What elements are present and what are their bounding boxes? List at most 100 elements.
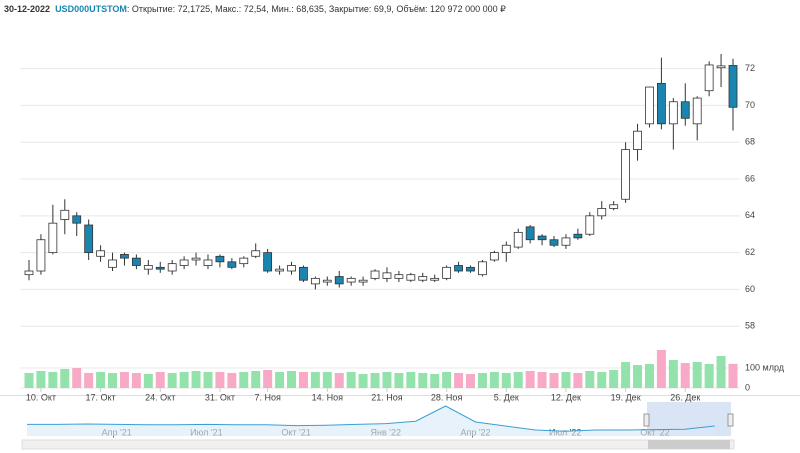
candle-body bbox=[131, 257, 141, 266]
volume-bar bbox=[704, 364, 714, 388]
volume-bar bbox=[668, 360, 678, 388]
candle-body bbox=[322, 279, 332, 283]
navigator-line bbox=[27, 405, 715, 432]
volume-bar bbox=[298, 372, 308, 388]
navigator-handle-left[interactable] bbox=[643, 413, 650, 427]
x-tick-label: 31. Окт bbox=[205, 392, 235, 402]
y-tick-label: 70 bbox=[745, 100, 755, 110]
candle-body bbox=[609, 204, 619, 209]
candle-body bbox=[143, 265, 153, 270]
candle-body bbox=[645, 86, 654, 125]
volume-bar bbox=[72, 368, 82, 388]
volume-bar bbox=[155, 372, 165, 388]
volume-bar bbox=[358, 374, 368, 388]
scrollbar[interactable] bbox=[21, 439, 735, 450]
candle-body bbox=[585, 215, 595, 235]
volume-bar bbox=[549, 373, 559, 388]
volume-bar bbox=[442, 372, 452, 388]
candle-body bbox=[418, 276, 428, 281]
candle-body bbox=[704, 64, 714, 92]
volume-bar bbox=[633, 365, 643, 388]
x-tick-label: 21. Ноя bbox=[371, 392, 403, 402]
candle-body bbox=[120, 254, 129, 259]
volume-bar bbox=[370, 373, 380, 388]
volume-bar bbox=[382, 372, 392, 388]
volume-bar bbox=[131, 373, 141, 388]
candle-body bbox=[513, 231, 523, 248]
candle-body bbox=[72, 215, 82, 224]
x-tick-label: 19. Дек bbox=[611, 392, 641, 402]
y-tick-label: 64 bbox=[745, 210, 755, 220]
volume-bar bbox=[96, 372, 106, 388]
volume-bar bbox=[489, 372, 499, 388]
volume-bar bbox=[48, 372, 58, 388]
candle-body bbox=[227, 261, 237, 268]
candle-body bbox=[346, 277, 356, 283]
candle-body bbox=[537, 235, 547, 241]
volume-bar bbox=[406, 372, 416, 388]
volume-bar bbox=[287, 371, 297, 388]
volume-bar bbox=[179, 372, 189, 388]
volume-bar bbox=[573, 373, 583, 388]
candle-body bbox=[549, 239, 559, 246]
x-tick-label: 14. Ноя bbox=[312, 392, 344, 402]
volume-bar bbox=[585, 371, 595, 388]
x-tick-label: 28. Ноя bbox=[431, 392, 463, 402]
volume-bar bbox=[501, 373, 511, 388]
volume-tick-label: 100 млрд bbox=[745, 362, 785, 372]
volume-bar bbox=[346, 372, 356, 388]
candle-body bbox=[692, 97, 702, 125]
y-tick-label: 62 bbox=[745, 247, 755, 257]
candle-body bbox=[442, 266, 452, 279]
candle-body bbox=[24, 270, 34, 276]
volume-bar bbox=[24, 373, 34, 388]
candle-body bbox=[191, 257, 201, 261]
y-tick-label: 68 bbox=[745, 137, 755, 147]
volume-bar bbox=[251, 371, 261, 388]
x-tick-label: 24. Окт bbox=[145, 392, 175, 402]
volume-bar bbox=[728, 363, 738, 388]
candle-body bbox=[525, 226, 535, 241]
candle-body bbox=[215, 255, 225, 263]
candle-body bbox=[406, 274, 416, 281]
candle-body bbox=[573, 233, 583, 239]
volume-bar bbox=[60, 369, 70, 388]
navigator-area bbox=[27, 406, 715, 436]
x-tick-label: 5. Дек bbox=[494, 392, 519, 402]
volume-bar bbox=[609, 370, 619, 388]
scrollbar-thumb[interactable] bbox=[648, 440, 730, 449]
volume-bar bbox=[525, 371, 535, 388]
candle-body bbox=[370, 270, 380, 279]
candle-body bbox=[489, 252, 499, 261]
candle-body bbox=[597, 208, 607, 217]
summary: : Открытие: 72,1725, Макс.: 72,54, Мин.:… bbox=[126, 4, 506, 14]
volume-bar bbox=[239, 372, 249, 388]
volume-bar bbox=[334, 373, 344, 388]
x-tick-label: 10. Окт bbox=[26, 392, 56, 402]
volume-bar bbox=[167, 373, 177, 388]
candle-body bbox=[299, 266, 308, 281]
candle-body bbox=[466, 266, 475, 272]
volume-bar bbox=[263, 370, 273, 388]
volume-bar bbox=[716, 356, 726, 388]
candle-body bbox=[251, 250, 261, 257]
candle-body bbox=[430, 277, 440, 281]
candle-body bbox=[203, 259, 213, 266]
volume-bar bbox=[119, 372, 129, 388]
volume-bar bbox=[310, 372, 320, 388]
candle-body bbox=[239, 257, 249, 265]
y-tick-label: 58 bbox=[745, 321, 755, 331]
volume-bar bbox=[394, 373, 404, 388]
navigator-handle-right[interactable] bbox=[727, 413, 734, 427]
volume-bar bbox=[537, 372, 547, 388]
candle-body bbox=[167, 263, 177, 272]
volume-bar bbox=[275, 372, 285, 388]
volume-bar bbox=[215, 372, 225, 388]
x-tick-label: 26. Дек bbox=[670, 392, 700, 402]
volume-bar bbox=[680, 363, 690, 388]
candle-body bbox=[668, 101, 678, 125]
x-tick-label: 17. Окт bbox=[85, 392, 115, 402]
x-tick-label: 7. Ноя bbox=[254, 392, 281, 402]
